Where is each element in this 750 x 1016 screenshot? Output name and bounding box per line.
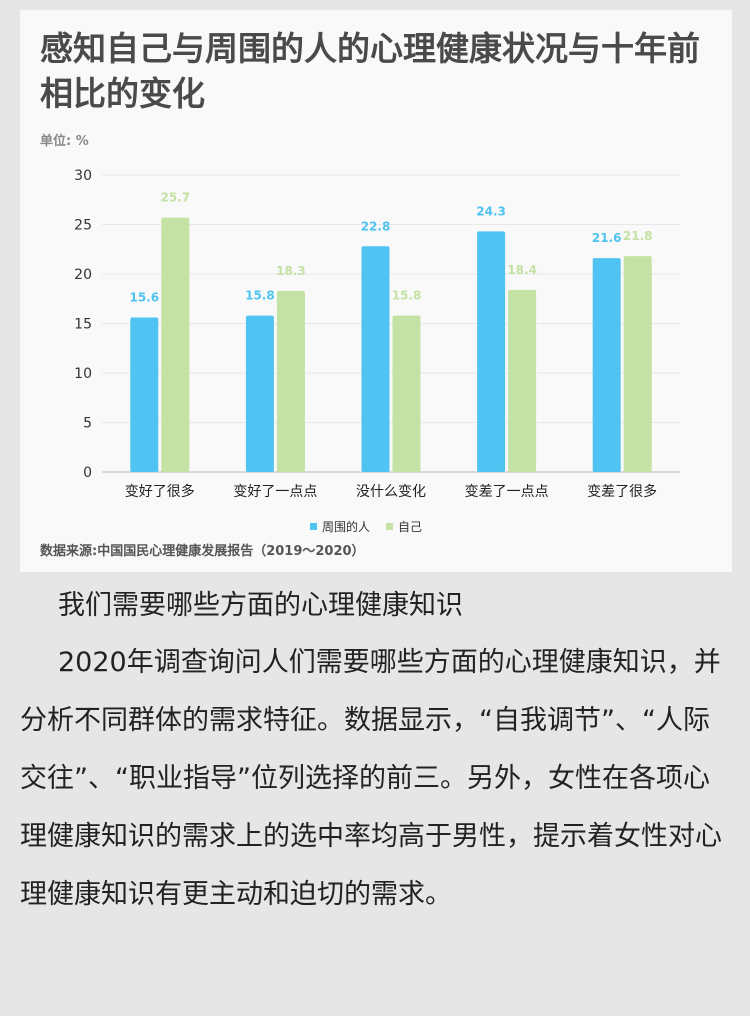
chart-card: 感知自己与周围的人的心理健康状况与十年前相比的变化 单位: % 0 5 10 15 20…: [20, 10, 732, 572]
data-label: 15.8: [392, 289, 422, 303]
bar-chart: 05101520253015.625.7变好了很多15.818.3变好了一点点2…: [74, 168, 680, 500]
y-tick-label: 15: [74, 317, 92, 333]
data-label: 22.8: [361, 219, 391, 233]
legend-item-0: 周围的人: [310, 518, 370, 535]
legend: 周围的人 自己: [310, 518, 422, 535]
data-label: 25.7: [160, 191, 190, 205]
bar: [392, 315, 421, 472]
bar: [161, 217, 190, 472]
y-tick-label: 25: [74, 218, 92, 234]
x-tick-label: 没什么变化: [356, 484, 426, 500]
x-tick-label: 变好了很多: [125, 483, 195, 500]
chart-title: 感知自己与周围的人的心理健康状况与十年前相比的变化: [40, 29, 700, 113]
bar: [592, 258, 621, 472]
x-tick-label: 变差了一点点: [465, 484, 549, 500]
y-tick-label: 30: [74, 168, 92, 184]
data-label: 24.3: [476, 204, 506, 218]
y-tick-label: 0: [83, 465, 92, 481]
legend-label: 周围的人: [322, 520, 371, 534]
x-tick-label: 变好了一点点: [233, 484, 317, 500]
legend-swatch: [386, 523, 394, 530]
legend-item-1: 自己: [386, 518, 422, 535]
bar: [361, 246, 390, 472]
data-label: 18.3: [276, 264, 306, 278]
bar: [508, 289, 537, 472]
article: 我们需要哪些方面的心理健康知识 2020年调查询问人们需要哪些方面的心理健康知识…: [20, 578, 732, 924]
bar: [623, 256, 652, 472]
data-label: 15.8: [245, 289, 275, 303]
data-label: 21.6: [592, 231, 622, 245]
bar: [245, 315, 274, 472]
bar: [130, 317, 159, 472]
article-body: 2020年调查询问人们需要哪些方面的心理健康知识，并分析不同群体的需求特征。数据…: [20, 647, 722, 910]
legend-swatch: [310, 523, 317, 530]
data-label: 21.8: [623, 229, 653, 243]
data-label: 18.4: [507, 263, 537, 277]
y-tick-label: 20: [74, 267, 92, 283]
bar: [477, 231, 506, 472]
unit-label: 单位: %: [40, 134, 89, 149]
y-tick-label: 10: [74, 366, 92, 382]
source-note: 数据来源:中国国民心理健康发展报告（2019～2020）: [40, 544, 365, 559]
y-tick-label: 5: [83, 416, 92, 432]
x-tick-label: 变差了很多: [587, 483, 657, 500]
data-label: 15.6: [129, 291, 159, 305]
legend-label: 自己: [398, 520, 423, 534]
bar: [276, 290, 305, 472]
article-heading: 我们需要哪些方面的心理健康知识: [58, 590, 463, 621]
